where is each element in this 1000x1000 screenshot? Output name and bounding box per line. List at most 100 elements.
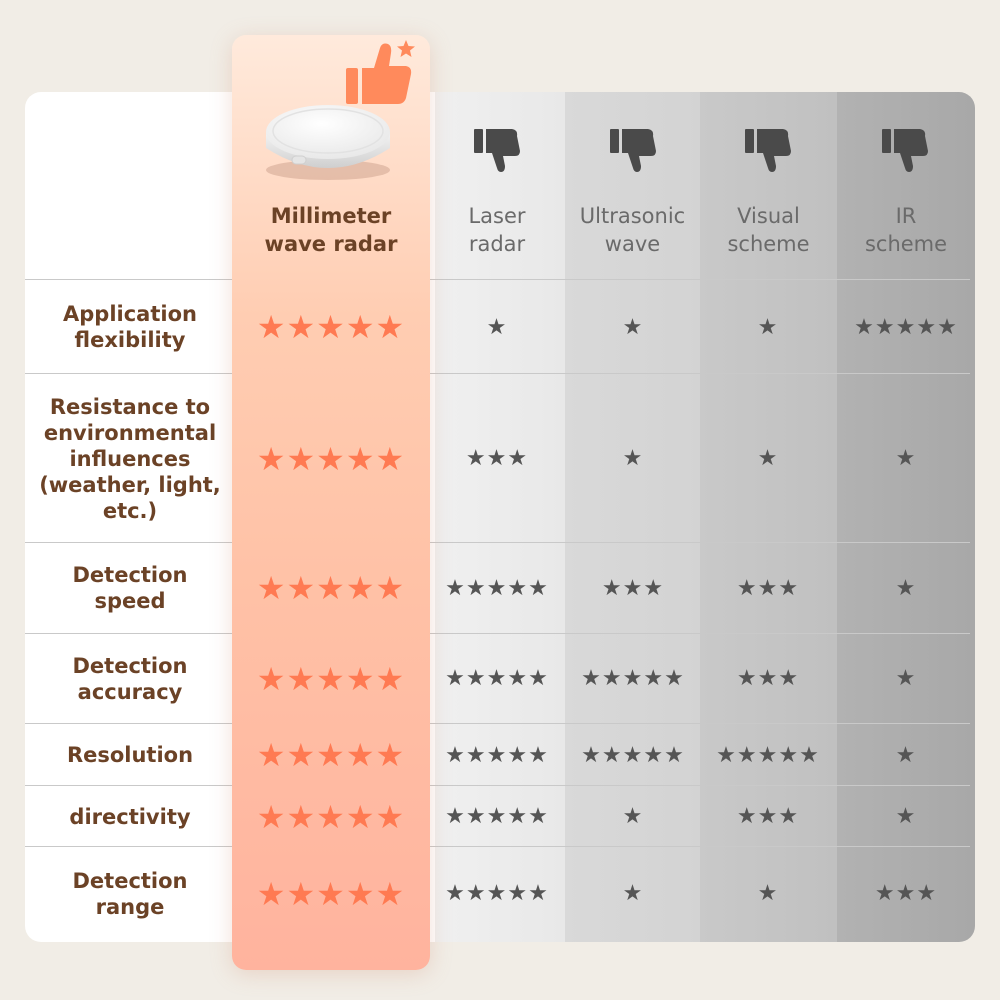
star-icon: ★	[286, 659, 317, 698]
star-rating: ★ ★ ★ ★ ★	[241, 280, 421, 374]
thumbs-down-icon	[474, 129, 520, 172]
star-icon: ★	[256, 736, 287, 774]
star-icon: ★	[445, 666, 466, 691]
row-label-line: Resolution	[66, 743, 194, 767]
star-rating: ★ ★ ★ ★ ★	[241, 786, 421, 847]
star-icon: ★	[757, 446, 779, 471]
star-icon: ★	[465, 881, 487, 906]
star-icon: ★	[757, 742, 779, 768]
row-divider	[25, 633, 970, 634]
star-icon: ★	[528, 804, 549, 829]
star-icon: ★	[316, 874, 346, 913]
star-icon: ★	[778, 575, 800, 601]
row-label-line: Detection	[72, 563, 188, 587]
row-label: Application flexibility	[25, 280, 235, 374]
star-icon: ★	[895, 742, 917, 768]
star-rating: ★ ★ ★	[703, 633, 833, 724]
star-icon: ★	[465, 742, 487, 768]
star-rating: ★	[568, 374, 698, 543]
row-label-text: Resistance to environmental influences (wea…	[39, 394, 221, 524]
row-divider	[25, 373, 970, 374]
star-rating: ★	[703, 280, 833, 374]
star-icon: ★	[916, 881, 938, 906]
star-rating: ★ ★ ★ ★ ★	[703, 724, 833, 786]
star-icon: ★	[507, 881, 529, 906]
row-label-line: speed	[94, 589, 166, 613]
star-icon: ★	[486, 314, 508, 340]
row-label: directivity	[25, 786, 235, 847]
star-icon: ★	[486, 446, 508, 471]
star-rating: ★ ★ ★	[703, 543, 833, 633]
star-rating: ★ ★ ★ ★ ★	[568, 633, 698, 724]
star-icon: ★	[345, 439, 376, 478]
star-icon: ★	[486, 666, 508, 691]
star-rating: ★	[841, 724, 971, 786]
star-icon: ★	[643, 666, 665, 691]
star-icon: ★	[778, 804, 800, 829]
row-label-line: environmental	[43, 420, 217, 445]
star-rating: ★	[841, 786, 971, 847]
star-icon: ★	[622, 804, 644, 829]
star-icon: ★	[895, 881, 917, 906]
column-header-laser-radar: Laser radar	[432, 202, 562, 258]
star-icon: ★	[716, 742, 737, 768]
star-icon: ★	[507, 575, 529, 601]
row-divider	[25, 723, 970, 724]
star-icon: ★	[445, 742, 466, 768]
star-rating: ★ ★ ★ ★ ★	[568, 724, 698, 786]
column-header-line: Ultrasonic	[579, 204, 686, 228]
star-icon: ★	[465, 575, 487, 601]
column-header-line: scheme	[727, 232, 810, 256]
star-icon: ★	[375, 439, 406, 478]
row-label-text: directivity	[69, 804, 190, 830]
star-icon: ★	[345, 659, 376, 698]
column-header-visual-scheme: Visual scheme	[700, 202, 837, 258]
column-header-millimeter-wave-radar: Millimeter wave radar	[232, 202, 430, 258]
thumbs-up-icon	[346, 40, 415, 104]
column-header-line: Laser	[468, 204, 526, 228]
star-rating: ★	[568, 847, 698, 940]
star-rating: ★ ★ ★ ★ ★	[432, 786, 562, 847]
star-icon: ★	[486, 742, 508, 768]
star-icon: ★	[778, 742, 800, 768]
star-icon: ★	[528, 881, 549, 906]
row-divider	[25, 279, 970, 280]
row-label-line: Application	[63, 302, 197, 326]
star-rating: ★	[841, 543, 971, 633]
column-header-line: scheme	[864, 232, 948, 256]
star-icon: ★	[643, 575, 665, 601]
row-label-text: Resolution	[67, 742, 193, 768]
star-icon: ★	[286, 308, 317, 346]
star-icon: ★	[895, 804, 917, 829]
row-label-text: Detection range	[72, 868, 187, 920]
star-icon: ★	[286, 874, 317, 913]
star-icon: ★	[465, 666, 487, 691]
column-header-line: wave radar	[264, 232, 398, 256]
star-icon: ★	[895, 446, 917, 471]
star-icon: ★	[757, 575, 779, 601]
star-rating: ★ ★ ★ ★ ★	[432, 543, 562, 633]
star-icon: ★	[256, 439, 287, 478]
star-icon: ★	[486, 575, 508, 601]
star-icon: ★	[895, 575, 917, 601]
star-icon: ★	[778, 666, 800, 691]
row-label: Detection range	[25, 847, 235, 940]
star-icon: ★	[375, 659, 406, 698]
star-rating: ★ ★ ★	[841, 847, 971, 940]
star-icon: ★	[895, 666, 917, 691]
row-label-text: Application flexibility	[63, 301, 197, 353]
star-icon: ★	[316, 308, 346, 346]
row-label-line: directivity	[69, 804, 191, 829]
star-rating: ★	[841, 633, 971, 724]
star-icon: ★	[622, 742, 644, 768]
star-icon: ★	[895, 314, 917, 340]
star-rating: ★	[703, 374, 833, 543]
star-icon: ★	[316, 736, 346, 774]
star-icon: ★	[528, 666, 549, 691]
star-icon: ★	[736, 575, 758, 601]
star-icon: ★	[622, 314, 644, 340]
row-label: Detection accuracy	[25, 633, 235, 724]
star-icon: ★	[286, 736, 317, 774]
comparison-table	[25, 92, 975, 942]
star-icon: ★	[375, 308, 406, 346]
